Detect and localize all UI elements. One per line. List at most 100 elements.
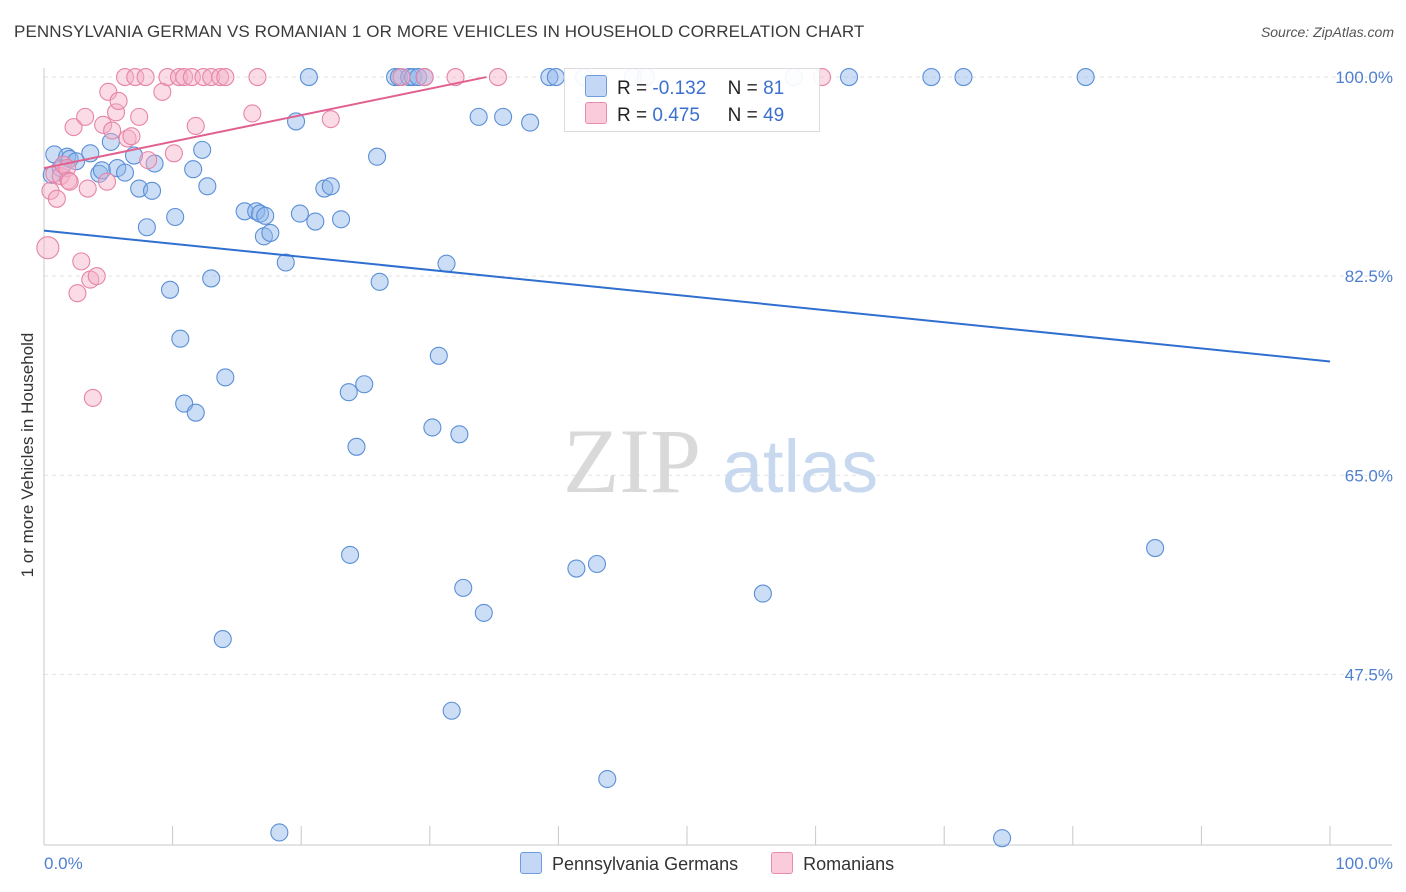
point-romanians <box>169 68 189 87</box>
point-romanians <box>243 104 262 123</box>
point-romanians <box>248 68 267 87</box>
point-pennsylvania-germans <box>186 403 205 422</box>
point-romanians <box>115 68 135 87</box>
point-romanians <box>94 115 113 134</box>
point-romanians <box>83 388 102 407</box>
watermark-zip: ZIP <box>563 410 701 512</box>
point-romanians <box>488 68 508 87</box>
point-pennsylvania-germans <box>540 68 559 87</box>
point-pennsylvania-germans <box>567 559 586 578</box>
point-pennsylvania-germans <box>355 375 374 394</box>
point-romanians <box>126 68 145 87</box>
point-pennsylvania-germans <box>993 829 1012 848</box>
point-pennsylvania-germans <box>469 107 488 126</box>
point-pennsylvania-germans <box>213 630 232 649</box>
point-pennsylvania-germans <box>216 368 235 387</box>
point-pennsylvania-germans <box>386 68 405 87</box>
point-pennsylvania-germans <box>521 113 540 132</box>
axes <box>43 68 1392 846</box>
point-pennsylvania-germans <box>299 68 318 87</box>
point-pennsylvania-germans <box>160 280 180 299</box>
point-pennsylvania-germans <box>321 177 340 196</box>
point-pennsylvania-germans <box>839 68 859 87</box>
point-pennsylvania-germans <box>546 68 565 87</box>
point-pennsylvania-germans <box>429 346 448 365</box>
legend-label: Romanians <box>803 854 895 874</box>
point-pennsylvania-germans <box>276 253 295 272</box>
n-label: N = <box>727 105 758 126</box>
point-pennsylvania-germans <box>454 578 473 597</box>
r-value: 0.475 <box>652 105 700 126</box>
point-romanians <box>175 68 194 87</box>
point-romanians <box>446 68 465 87</box>
point-pennsylvania-germans <box>423 418 442 437</box>
point-pennsylvania-germans <box>339 383 358 402</box>
point-pennsylvania-germans <box>1146 539 1165 558</box>
r-label: R = <box>617 78 648 99</box>
watermark: ZIP atlas <box>563 410 878 512</box>
point-pennsylvania-germans <box>290 204 309 223</box>
legend-swatch-blue <box>585 75 607 97</box>
point-romanians <box>72 252 91 271</box>
point-pennsylvania-germans <box>92 161 111 180</box>
series-legend: Pennsylvania Germans Romanians <box>520 852 922 875</box>
point-romanians <box>186 116 205 136</box>
point-pennsylvania-germans <box>193 140 212 159</box>
point-pennsylvania-germans <box>368 147 387 166</box>
point-pennsylvania-germans <box>347 437 366 456</box>
point-romanians <box>47 189 66 208</box>
trend-line-romanians <box>43 76 487 170</box>
watermark-atlas: atlas <box>722 425 878 508</box>
legend-swatch-pink <box>771 852 794 874</box>
point-pennsylvania-germans <box>598 769 617 789</box>
n-label: N = <box>727 78 758 99</box>
point-romanians <box>130 107 149 126</box>
point-pennsylvania-germans <box>474 603 493 622</box>
legend-label: Pennsylvania Germans <box>552 854 739 874</box>
y-tick-label: 65.0% <box>1345 466 1393 485</box>
point-pennsylvania-germans <box>198 177 217 196</box>
point-pennsylvania-germans <box>306 212 325 231</box>
point-pennsylvania-germans <box>202 269 221 288</box>
point-pennsylvania-germans <box>341 545 360 564</box>
n-value: 81 <box>763 78 785 99</box>
point-pennsylvania-germans <box>166 207 185 227</box>
point-romanians <box>99 82 118 101</box>
point-pennsylvania-germans <box>587 554 607 574</box>
point-pennsylvania-germans <box>753 584 772 603</box>
point-romanians <box>122 127 141 146</box>
legend-swatch-pink <box>585 102 607 124</box>
point-pennsylvania-germans <box>184 160 203 179</box>
point-romanians <box>415 68 434 87</box>
x-tick-label-min: 0.0% <box>44 854 83 873</box>
point-pennsylvania-germans <box>115 163 135 182</box>
chart-title: PENNSYLVANIA GERMAN VS ROMANIAN 1 OR MOR… <box>14 22 865 41</box>
point-pennsylvania-germans <box>332 210 351 229</box>
chart-source: Source: ZipAtlas.com <box>1260 24 1394 40</box>
point-romanians <box>78 179 97 198</box>
trend-line-pennsylvania-germans <box>43 229 1331 363</box>
legend-item-romanians[interactable]: Romanians <box>771 852 894 875</box>
legend-swatch-blue <box>520 852 542 874</box>
point-romanians <box>68 284 87 303</box>
stats-legend-row-romanians: R = 0.475 N = 49 <box>585 102 784 126</box>
r-value: -0.132 <box>652 78 707 99</box>
point-pennsylvania-germans <box>437 254 456 273</box>
tick-labels: 47.5% 65.0% 82.5% 100.0% 0.0% 100.0% <box>44 68 1393 873</box>
point-romanians <box>64 118 83 137</box>
point-romanians <box>106 103 126 122</box>
grid-lines <box>44 76 1392 675</box>
point-pennsylvania-germans <box>137 218 156 237</box>
point-pennsylvania-germans <box>1076 68 1095 87</box>
point-romanians <box>87 267 106 286</box>
point-romanians <box>392 68 411 87</box>
point-pennsylvania-germans <box>171 329 190 348</box>
legend-item-pennsylvania-germans[interactable]: Pennsylvania Germans <box>520 852 738 875</box>
point-pennsylvania-germans <box>142 181 162 200</box>
point-pennsylvania-germans <box>442 701 461 720</box>
r-label: R = <box>617 105 648 126</box>
series-romanians <box>36 68 832 407</box>
point-romanians <box>321 110 340 129</box>
point-romanians <box>136 68 155 87</box>
